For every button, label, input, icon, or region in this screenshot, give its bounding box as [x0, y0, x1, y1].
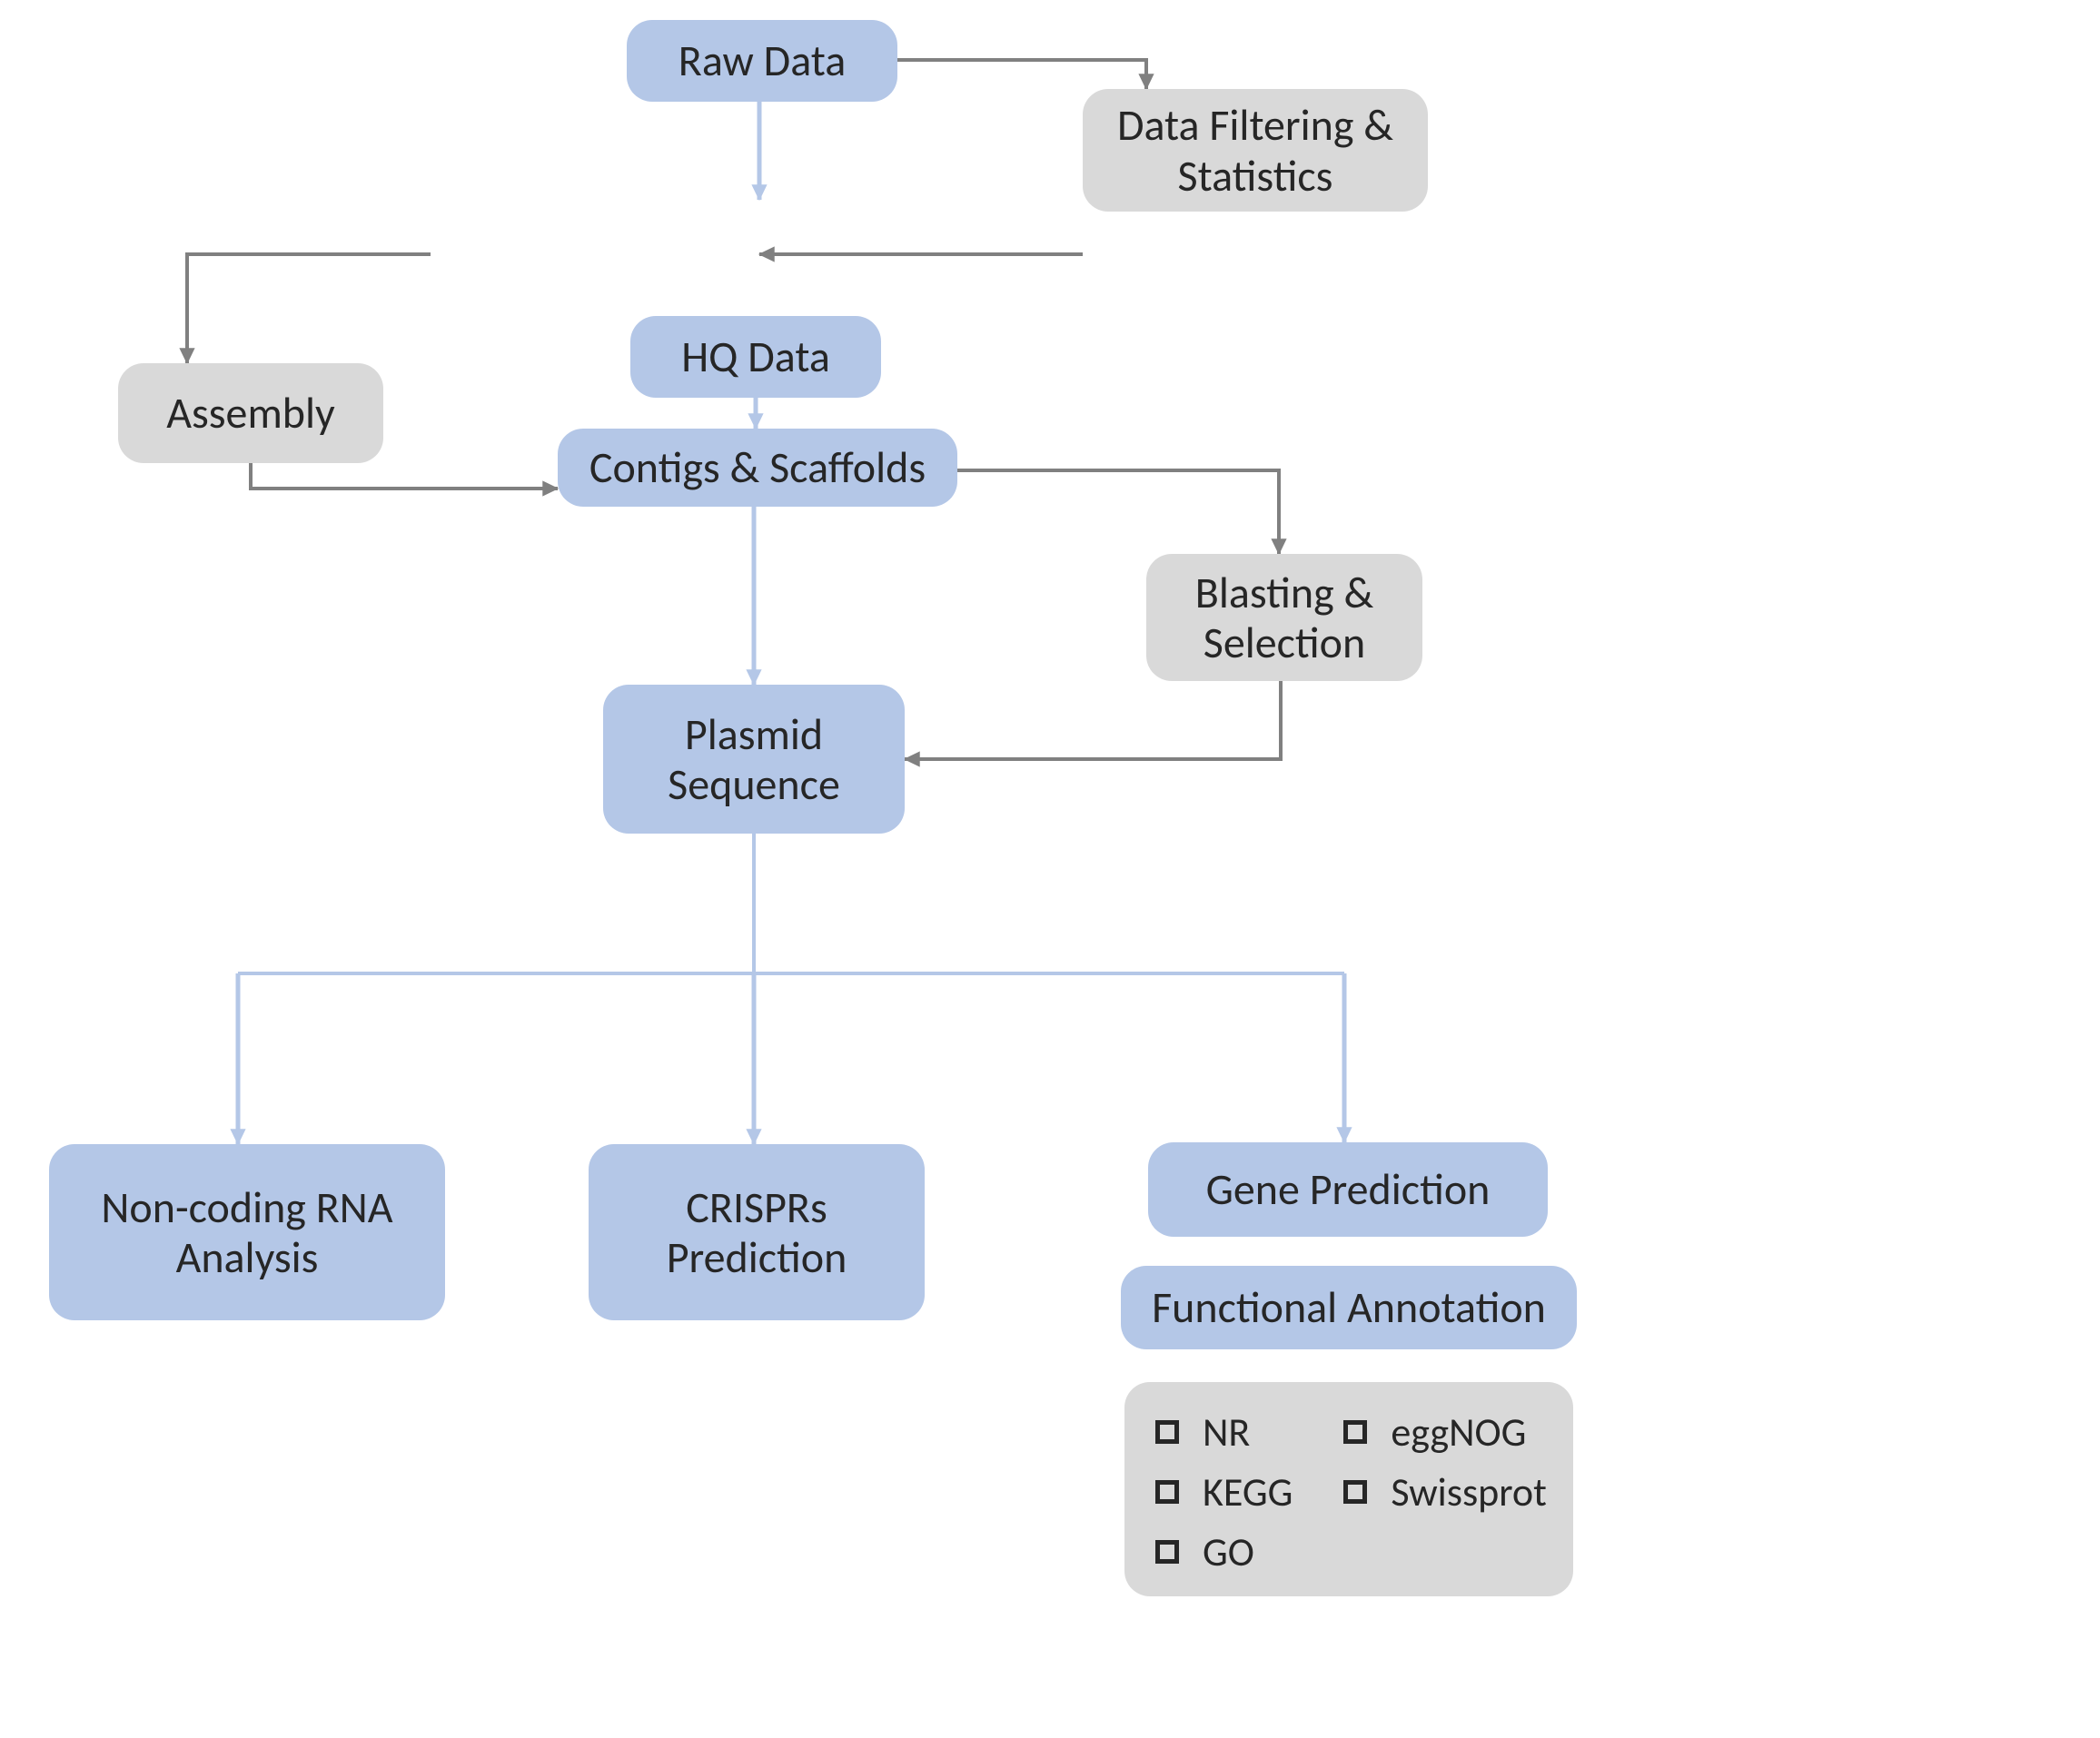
node-funcanno: Functional Annotation [1121, 1266, 1577, 1349]
square-bullet-icon [1343, 1420, 1367, 1444]
edge-contigs-to-blast [957, 470, 1279, 554]
edge-blast-to-plasmid [905, 681, 1281, 759]
edge-hq-mid-to-asm [187, 254, 431, 363]
node-crispr: CRISPRsPrediction [589, 1144, 925, 1320]
node-ncrna: Non-coding RNAAnalysis [49, 1144, 445, 1320]
square-bullet-icon [1155, 1540, 1179, 1564]
node-raw: Raw Data [627, 20, 897, 102]
edges-layer [0, 0, 2100, 1738]
node-hq: HQ Data [630, 316, 881, 398]
node-blast: Blasting &Selection [1146, 554, 1422, 681]
legend-item-kegg: KEGG [1155, 1467, 1293, 1516]
node-plasmid: PlasmidSequence [603, 685, 905, 834]
square-bullet-icon [1155, 1420, 1179, 1444]
square-bullet-icon [1155, 1480, 1179, 1504]
legend-col-1: eggNOG Swissprot [1343, 1407, 1547, 1576]
arrowhead-hq-mid-to-asm [180, 349, 194, 363]
node-contigs: Contigs & Scaffolds [558, 429, 957, 507]
legend-item-swissprot: Swissprot [1343, 1467, 1547, 1516]
legend-item-go: GO [1155, 1527, 1293, 1576]
legend-item-label: NR [1203, 1407, 1250, 1457]
arrowhead-raw-to-filter [1139, 74, 1154, 89]
legend-item-label: Swissprot [1391, 1467, 1547, 1516]
arrowhead-fan-mid [747, 1130, 761, 1144]
arrowhead-fan-left [231, 1130, 245, 1144]
legend-item-eggnog: eggNOG [1343, 1407, 1547, 1457]
legend-item-label: GO [1203, 1527, 1254, 1576]
legend-item-nr: NR [1155, 1407, 1293, 1457]
node-filter: Data Filtering &Statistics [1083, 89, 1428, 212]
edge-asm-to-contigs [251, 463, 558, 489]
square-bullet-icon [1343, 1480, 1367, 1504]
arrowhead-asm-to-contigs [543, 481, 558, 496]
arrowhead-blast-to-plasmid [905, 752, 919, 766]
arrowhead-contigs-to-plasmid [747, 670, 761, 685]
arrowhead-hq-to-contigs [748, 414, 763, 429]
arrowhead-fan-right [1337, 1128, 1352, 1142]
annotation-legend: NR KEGG GO eggNOG Swissprot [1124, 1382, 1573, 1596]
legend-item-label: eggNOG [1391, 1407, 1526, 1457]
arrowhead-raw-to-hq [752, 185, 767, 200]
legend-item-label: KEGG [1203, 1467, 1293, 1516]
node-assembly: Assembly [118, 363, 383, 463]
flowchart-canvas: NR KEGG GO eggNOG Swissprot Raw Data Data Fil… [0, 0, 2100, 1738]
arrowhead-filter-to-hq-mid [759, 247, 774, 262]
arrowhead-contigs-to-blast [1272, 539, 1286, 554]
edge-raw-to-filter [897, 60, 1146, 89]
legend-col-0: NR KEGG GO [1155, 1407, 1293, 1576]
node-genepred: Gene Prediction [1148, 1142, 1548, 1237]
legend-columns: NRKEGGGOeggNOGSwissprot [1155, 1407, 1542, 1576]
